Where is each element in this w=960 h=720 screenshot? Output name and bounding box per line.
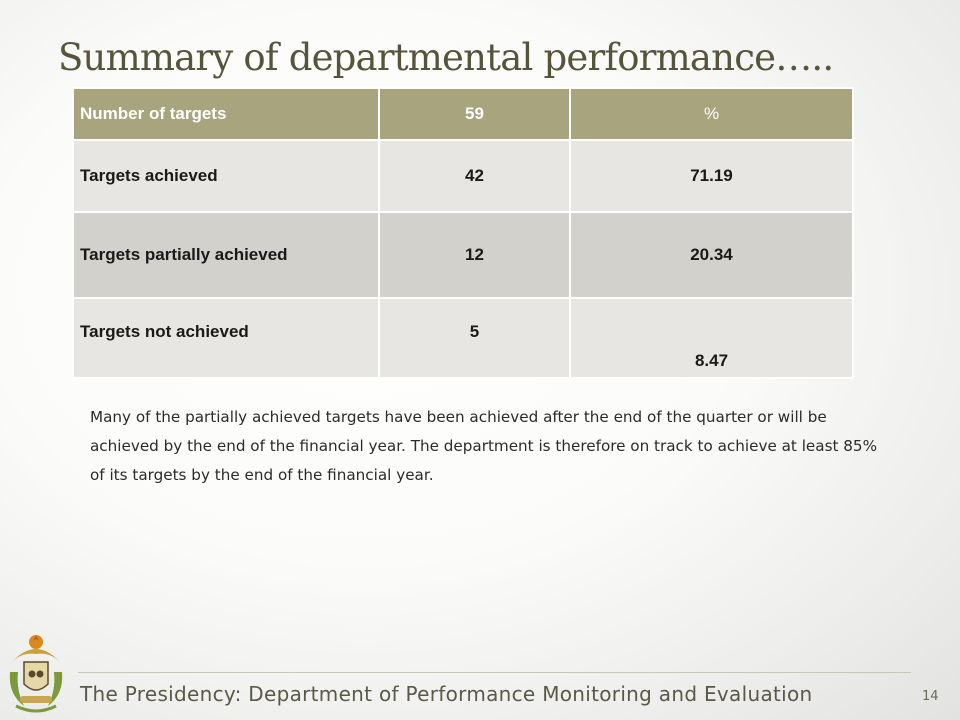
page-number: 14: [922, 689, 939, 704]
row-count: 12: [378, 211, 571, 299]
summary-note: Many of the partially achieved targets h…: [90, 408, 878, 484]
slide-title: Summary of departmental performance…..: [58, 36, 834, 79]
header-percent: %: [569, 87, 854, 141]
table-row: Targets partially achieved 12 20.34: [72, 211, 854, 299]
row-percent: 8.47: [569, 297, 854, 379]
header-count: 59: [378, 87, 571, 141]
row-label: Targets partially achieved: [72, 211, 380, 299]
row-percent: 20.34: [569, 211, 854, 299]
row-count: 42: [378, 139, 571, 213]
header-label: Number of targets: [72, 87, 380, 141]
footer-organization: The Presidency: Department of Performanc…: [80, 682, 813, 706]
row-count: 5: [378, 297, 571, 379]
table-row: Targets not achieved 5 8.47: [72, 297, 854, 379]
table-row: Targets achieved 42 71.19: [72, 139, 854, 213]
table-header-row: Number of targets 59 %: [72, 87, 854, 141]
coat-of-arms-emblem: [9, 635, 63, 713]
row-label: Targets achieved: [72, 139, 380, 213]
row-label: Targets not achieved: [72, 297, 380, 379]
row-percent: 71.19: [569, 139, 854, 213]
performance-table: Number of targets 59 % Targets achieved …: [72, 87, 854, 379]
footer-divider: [78, 672, 911, 673]
